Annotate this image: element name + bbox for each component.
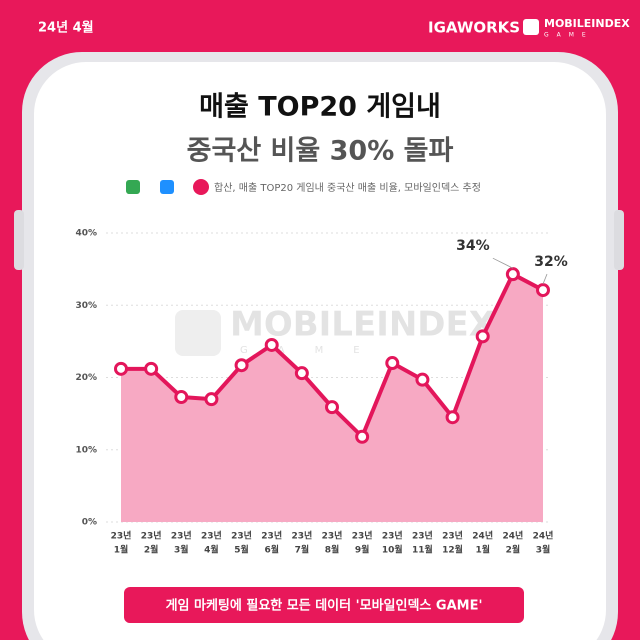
x-tick-label: 23년 (111, 530, 132, 542)
y-tick-label: 20% (75, 373, 97, 383)
x-tick-label: 3월 (174, 544, 189, 556)
point (355, 429, 370, 444)
watermark: MOBILEINDEX (230, 305, 495, 345)
x-tick-label: 23년 (141, 530, 162, 542)
value-label: 34% (456, 238, 490, 254)
point (264, 337, 279, 352)
plot: 0% 10% 20% 30% 40% 34% 32% 23년 1월 23년 2월 23년 3월 23년 4월… (75, 229, 567, 556)
brand: IGAWORKS (428, 19, 520, 37)
footer: 게임 마케팅에 필요한 모든 데이터 '모바일인덱스 GAME' (166, 598, 483, 614)
y-tick-label: 0% (82, 518, 97, 528)
x-tick-label: 1월 (114, 544, 129, 556)
watermark-sub: GAME (240, 345, 390, 356)
x-tick-label: 23년 (412, 530, 433, 542)
watermark-icon (175, 310, 221, 356)
x-tick-label: 24년 (533, 530, 554, 542)
label-leader (542, 273, 548, 285)
onestore-icon (193, 179, 209, 195)
point (204, 392, 219, 407)
x-tick-label: 5월 (234, 544, 249, 556)
x-tick-label: 23년 (442, 530, 463, 542)
y-tick-label: 30% (75, 301, 97, 311)
point (294, 366, 309, 381)
x-tick-label: 8월 (325, 544, 340, 556)
x-tick-label: 2월 (506, 544, 521, 556)
title-line: 중국산 비율 30% 돌파 (187, 136, 454, 167)
point (385, 356, 400, 371)
area (121, 274, 543, 522)
x-tick-label: 23년 (261, 530, 282, 542)
x-tick-label: 24년 (502, 530, 523, 542)
point (505, 267, 520, 282)
x-tick-label: 23년 (382, 530, 403, 542)
x-tick-label: 2월 (144, 544, 159, 556)
logo: MOBILEINDEX (544, 17, 630, 30)
y-tick-label: 40% (75, 229, 97, 239)
logo-icon (523, 19, 539, 35)
point (536, 283, 550, 298)
phone-button (14, 210, 24, 270)
x-tick-label: 23년 (171, 530, 192, 542)
y-tick-label: 10% (75, 445, 97, 455)
point (445, 410, 460, 425)
x-tick-label: 12월 (442, 544, 463, 556)
point (114, 361, 128, 376)
play-icon (126, 180, 140, 194)
point (234, 358, 249, 373)
x-tick-label: 1월 (475, 544, 490, 556)
x-tick-label: 23년 (322, 530, 343, 542)
x-tick-label: 9월 (355, 544, 370, 556)
phone-button (614, 210, 624, 270)
title-line: 매출 TOP20 게임내 (199, 92, 441, 123)
x-tick-label: 6월 (264, 544, 279, 556)
x-tick-label: 7월 (295, 544, 310, 556)
date: 24년 4월 (38, 20, 94, 36)
x-tick-label: 23년 (352, 530, 373, 542)
value-label: 32% (534, 254, 568, 270)
footer-banner[interactable] (124, 587, 524, 623)
logo-sub: GAME (544, 32, 594, 39)
point (144, 361, 159, 376)
subtitle: 합산, 매출 TOP20 게임내 중국산 매출 비율, 모바일인덱스 추정 (214, 181, 481, 194)
x-tick-label: 3월 (536, 544, 551, 556)
label-leader (492, 257, 514, 269)
x-tick-label: 23년 (231, 530, 252, 542)
x-tick-label: 11월 (412, 544, 433, 556)
x-tick-label: 24년 (472, 530, 493, 542)
x-tick-label: 4월 (204, 544, 219, 556)
point (475, 329, 490, 344)
x-tick-label: 10월 (382, 544, 403, 556)
point (174, 390, 189, 405)
point (415, 372, 430, 387)
x-tick-label: 23년 (291, 530, 312, 542)
point (325, 400, 339, 415)
x-tick-label: 23년 (201, 530, 222, 542)
appstore-icon (160, 180, 174, 194)
